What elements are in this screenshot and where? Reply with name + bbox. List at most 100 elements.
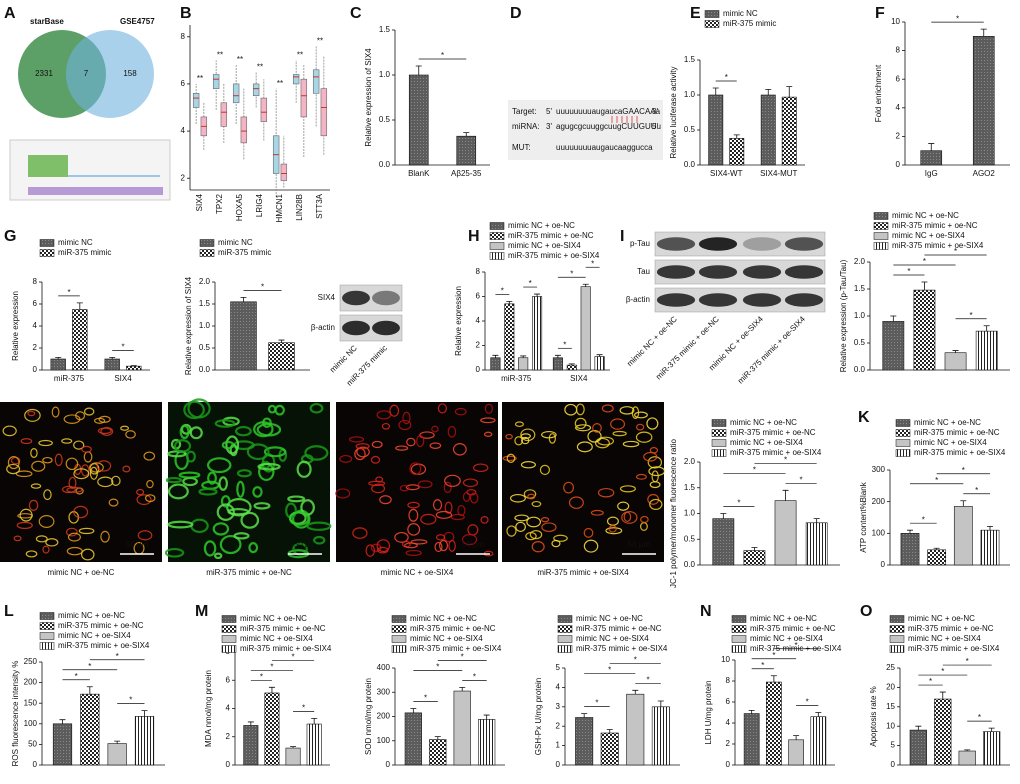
- significance: **: [237, 55, 243, 64]
- significance: *: [956, 14, 959, 23]
- error-bar: [86, 686, 93, 695]
- y-tick-label: 2.0: [199, 277, 211, 286]
- error-bar: [483, 714, 490, 720]
- cell: [520, 428, 536, 442]
- cell: [66, 486, 83, 493]
- bar: [743, 713, 760, 766]
- x-tick-label: STT3A: [315, 193, 324, 219]
- y-axis-label: JC-1 polymer/monomer fluorescence ratio: [669, 438, 678, 587]
- x-tick-label: IgG: [925, 169, 938, 178]
- y-axis-label: MDA nmol/mg protein: [204, 670, 213, 747]
- cell: [81, 464, 90, 477]
- error-bar: [582, 283, 589, 287]
- y-axis-label: Relative expression of SIX4: [364, 48, 373, 147]
- cell: [54, 453, 63, 467]
- cell: [395, 445, 409, 451]
- cell: [410, 539, 428, 545]
- panel-label: M: [195, 603, 208, 620]
- cell: [526, 516, 542, 528]
- legend-label: mimic NC + oe-SIX4: [892, 231, 965, 240]
- cell: [120, 425, 130, 431]
- cell: [165, 476, 183, 484]
- legend-swatch: [391, 625, 407, 633]
- legend-swatch: [221, 645, 237, 653]
- y-tick-label: 0: [891, 760, 896, 769]
- cell: [529, 529, 543, 540]
- cell: [289, 511, 310, 526]
- legend-swatch: [873, 222, 889, 230]
- cell: [643, 451, 658, 462]
- cell: [649, 498, 663, 511]
- cell: [379, 495, 392, 505]
- legend-label: miR-375 mimic + oe-SIX4: [410, 644, 502, 653]
- cell: [218, 476, 228, 491]
- significance: *: [954, 247, 957, 256]
- cell: [365, 544, 376, 557]
- significance: *: [473, 673, 476, 682]
- legend-swatch: [895, 419, 911, 427]
- blot-band: [698, 293, 738, 307]
- error-bar: [459, 687, 466, 692]
- cell: [502, 455, 517, 462]
- legend-swatch: [889, 635, 905, 643]
- bar: [72, 309, 88, 371]
- y-axis-label: Relative expression: [454, 286, 463, 356]
- cell: [435, 510, 453, 519]
- cell: [437, 403, 447, 414]
- cell: [108, 498, 119, 507]
- cell: [646, 417, 659, 430]
- cell: [408, 508, 419, 522]
- blot-row-label: p-Tau: [630, 239, 650, 248]
- legend-swatch: [711, 449, 727, 457]
- legend-label: mimic NC + oe-SIX4: [508, 241, 581, 250]
- image-caption: mimic NC + oe-NC: [48, 568, 115, 577]
- y-tick-label: 10: [886, 721, 895, 730]
- y-tick-label: 0.0: [684, 160, 696, 169]
- bar: [626, 693, 645, 766]
- legend-swatch: [221, 625, 237, 633]
- cell: [68, 476, 77, 490]
- cell: [444, 501, 453, 514]
- cell: [649, 481, 661, 489]
- y-tick-label: 5: [891, 741, 896, 750]
- cell: [234, 425, 252, 437]
- error-bar: [554, 354, 561, 358]
- cell: [221, 440, 235, 450]
- significance: *: [922, 515, 925, 524]
- bar: [934, 698, 952, 766]
- error-bar: [632, 689, 639, 695]
- error-bar: [733, 134, 740, 139]
- cell: [236, 469, 252, 478]
- error-bar: [109, 356, 116, 359]
- cell: [355, 443, 370, 450]
- x-tick-label: SIX4-WT: [710, 169, 743, 178]
- significance: *: [784, 455, 787, 464]
- significance: *: [291, 652, 294, 661]
- panel-label: C: [350, 5, 362, 22]
- y-tick-label: 0.5: [199, 343, 211, 352]
- cell: [514, 436, 524, 446]
- significance: *: [941, 667, 944, 676]
- bar: [958, 750, 976, 766]
- y-tick-label: 2: [181, 173, 186, 182]
- significance: *: [129, 696, 132, 705]
- error-bar: [606, 729, 613, 733]
- legend-label: miR-375 mimic: [218, 248, 271, 257]
- cell: [525, 531, 537, 541]
- significance: **: [197, 74, 203, 83]
- legend-swatch: [889, 615, 905, 623]
- cell: [313, 535, 326, 545]
- legend-label: miR-375 mimic + oe-NC: [58, 621, 144, 630]
- bar: [983, 731, 1001, 766]
- cell: [2, 425, 17, 437]
- error-bar: [581, 713, 588, 718]
- blot-band: [342, 320, 370, 336]
- bar: [781, 96, 797, 166]
- legend-swatch: [39, 642, 55, 650]
- cell: [296, 460, 312, 478]
- cell: [78, 527, 95, 535]
- x-tick-label: BlanK: [408, 169, 430, 178]
- x-tick-label: miR-375: [501, 374, 532, 383]
- legend-swatch: [39, 622, 55, 630]
- cell: [472, 463, 489, 473]
